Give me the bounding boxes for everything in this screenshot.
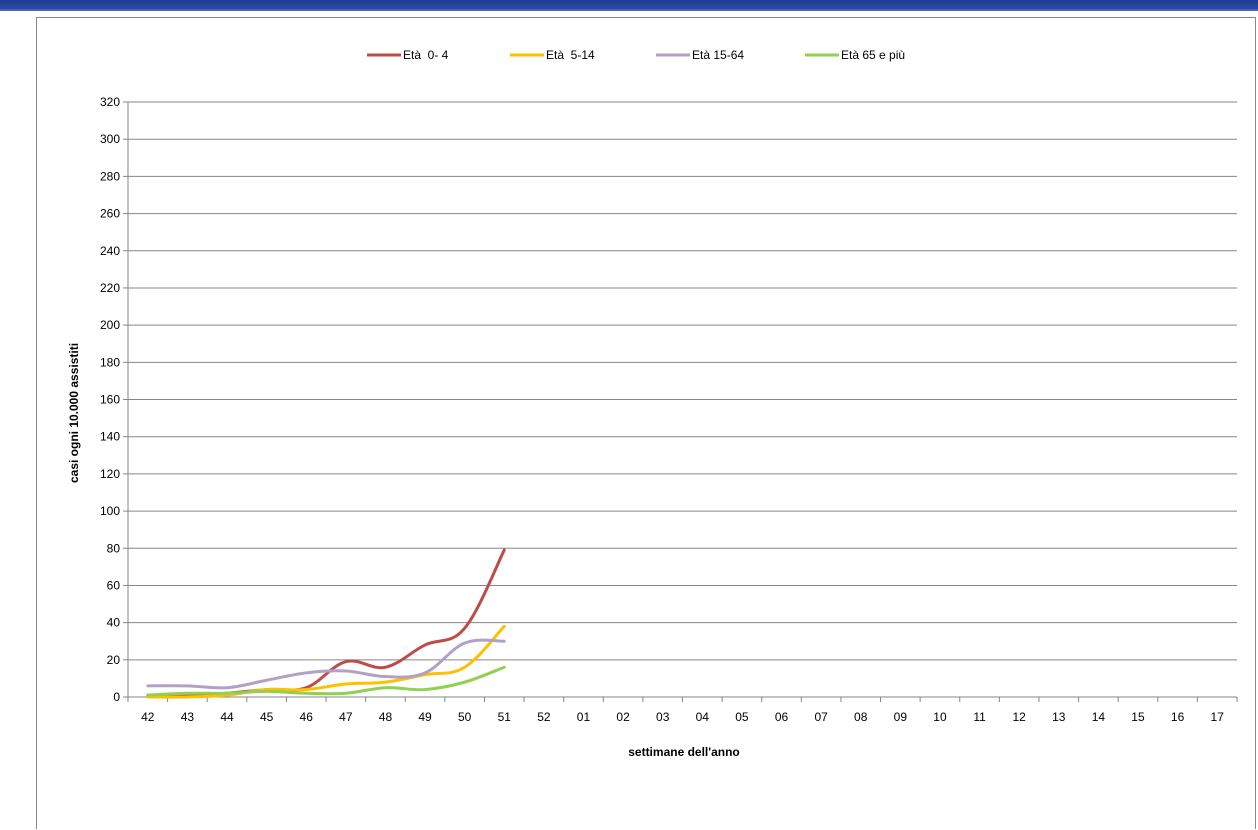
x-tick-label: 14 <box>1092 710 1106 724</box>
x-tick-label: 52 <box>537 710 551 724</box>
y-axis-tick-labels: 0 20 40 60 80 100 120 140 160 180 200 220 240 260 280 3… <box>100 95 120 704</box>
y-tick-label: 200 <box>100 318 120 332</box>
y-tick-label: 0 <box>113 690 120 704</box>
x-tick-label: 03 <box>656 710 670 724</box>
legend-item: Età 65 e più <box>805 48 905 62</box>
y-tick-label: 300 <box>100 132 120 146</box>
y-tick-label: 120 <box>100 467 120 481</box>
y-tick-label: 160 <box>100 393 120 407</box>
legend-label: Età 0- 4 <box>403 48 449 62</box>
y-tick-label: 40 <box>107 616 121 630</box>
x-tick-label: 17 <box>1211 710 1225 724</box>
y-tick-label: 180 <box>100 355 120 369</box>
x-tick-label: 05 <box>735 710 749 724</box>
legend-item: Età 5-14 <box>510 48 595 62</box>
y-tick-label: 220 <box>100 281 120 295</box>
x-axis-tick-labels: 42 43 44 45 46 47 48 49 50 51 52 01 02 03 04 05 06 07 08 09… <box>141 710 1224 724</box>
x-tick-label: 09 <box>894 710 908 724</box>
x-tick-label: 08 <box>854 710 868 724</box>
y-tick-label: 320 <box>100 95 120 109</box>
x-axis-title: settimane dell'anno <box>628 745 740 759</box>
y-tick-label: 80 <box>107 541 121 555</box>
chart-frame: 0 20 40 60 80 100 120 140 160 180 200 220 240 260 280 3… <box>36 17 1256 829</box>
x-tick-label: 43 <box>181 710 195 724</box>
x-tick-label: 44 <box>220 710 234 724</box>
x-tick-label: 50 <box>458 710 472 724</box>
y-tick-label: 240 <box>100 244 120 258</box>
x-tick-label: 01 <box>577 710 591 724</box>
x-tick-label: 07 <box>814 710 828 724</box>
window-title-bar <box>0 0 1258 9</box>
grid-lines <box>128 101 1237 661</box>
x-tick-label: 16 <box>1171 710 1185 724</box>
legend-label: Età 65 e più <box>841 48 905 62</box>
x-tick-label: 10 <box>933 710 947 724</box>
y-axis-title: casi ogni 10.000 assistiti <box>67 343 81 483</box>
y-tick-label: 20 <box>107 653 121 667</box>
legend-item: Età 0- 4 <box>367 48 449 62</box>
legend: Età 0- 4 Età 5-14 Età 15-64 Età 65 e più <box>367 48 905 62</box>
y-tick-label: 140 <box>100 430 120 444</box>
x-tick-label: 13 <box>1052 710 1066 724</box>
x-tick-label: 47 <box>339 710 353 724</box>
x-tick-label: 11 <box>973 710 986 724</box>
title-bar-border <box>0 9 1258 11</box>
x-tick-label: 15 <box>1131 710 1145 724</box>
series-lines <box>146 548 506 699</box>
series-line-3 <box>146 638 506 690</box>
y-tick-label: 280 <box>100 169 120 183</box>
x-tick-label: 06 <box>775 710 789 724</box>
x-tick-label: 04 <box>696 710 710 724</box>
x-tick-label: 12 <box>1012 710 1026 724</box>
y-tick-label: 260 <box>100 207 120 221</box>
y-tick-label: 60 <box>107 578 121 592</box>
series-line-2 <box>146 624 506 699</box>
series-line-4 <box>146 665 506 697</box>
legend-item: Età 15-64 <box>656 48 744 62</box>
legend-label: Età 15-64 <box>692 48 744 62</box>
x-tick-label: 49 <box>418 710 432 724</box>
axes <box>123 101 1238 702</box>
x-tick-label: 51 <box>498 710 512 724</box>
x-tick-label: 46 <box>300 710 314 724</box>
line-chart: 0204060801001201401601802002202402602803… <box>67 48 1238 759</box>
x-tick-label: 45 <box>260 710 274 724</box>
legend-label: Età 5-14 <box>546 48 595 62</box>
x-tick-label: 42 <box>141 710 155 724</box>
y-tick-label: 100 <box>100 504 120 518</box>
x-tick-label: 48 <box>379 710 393 724</box>
x-tick-label: 02 <box>616 710 630 724</box>
